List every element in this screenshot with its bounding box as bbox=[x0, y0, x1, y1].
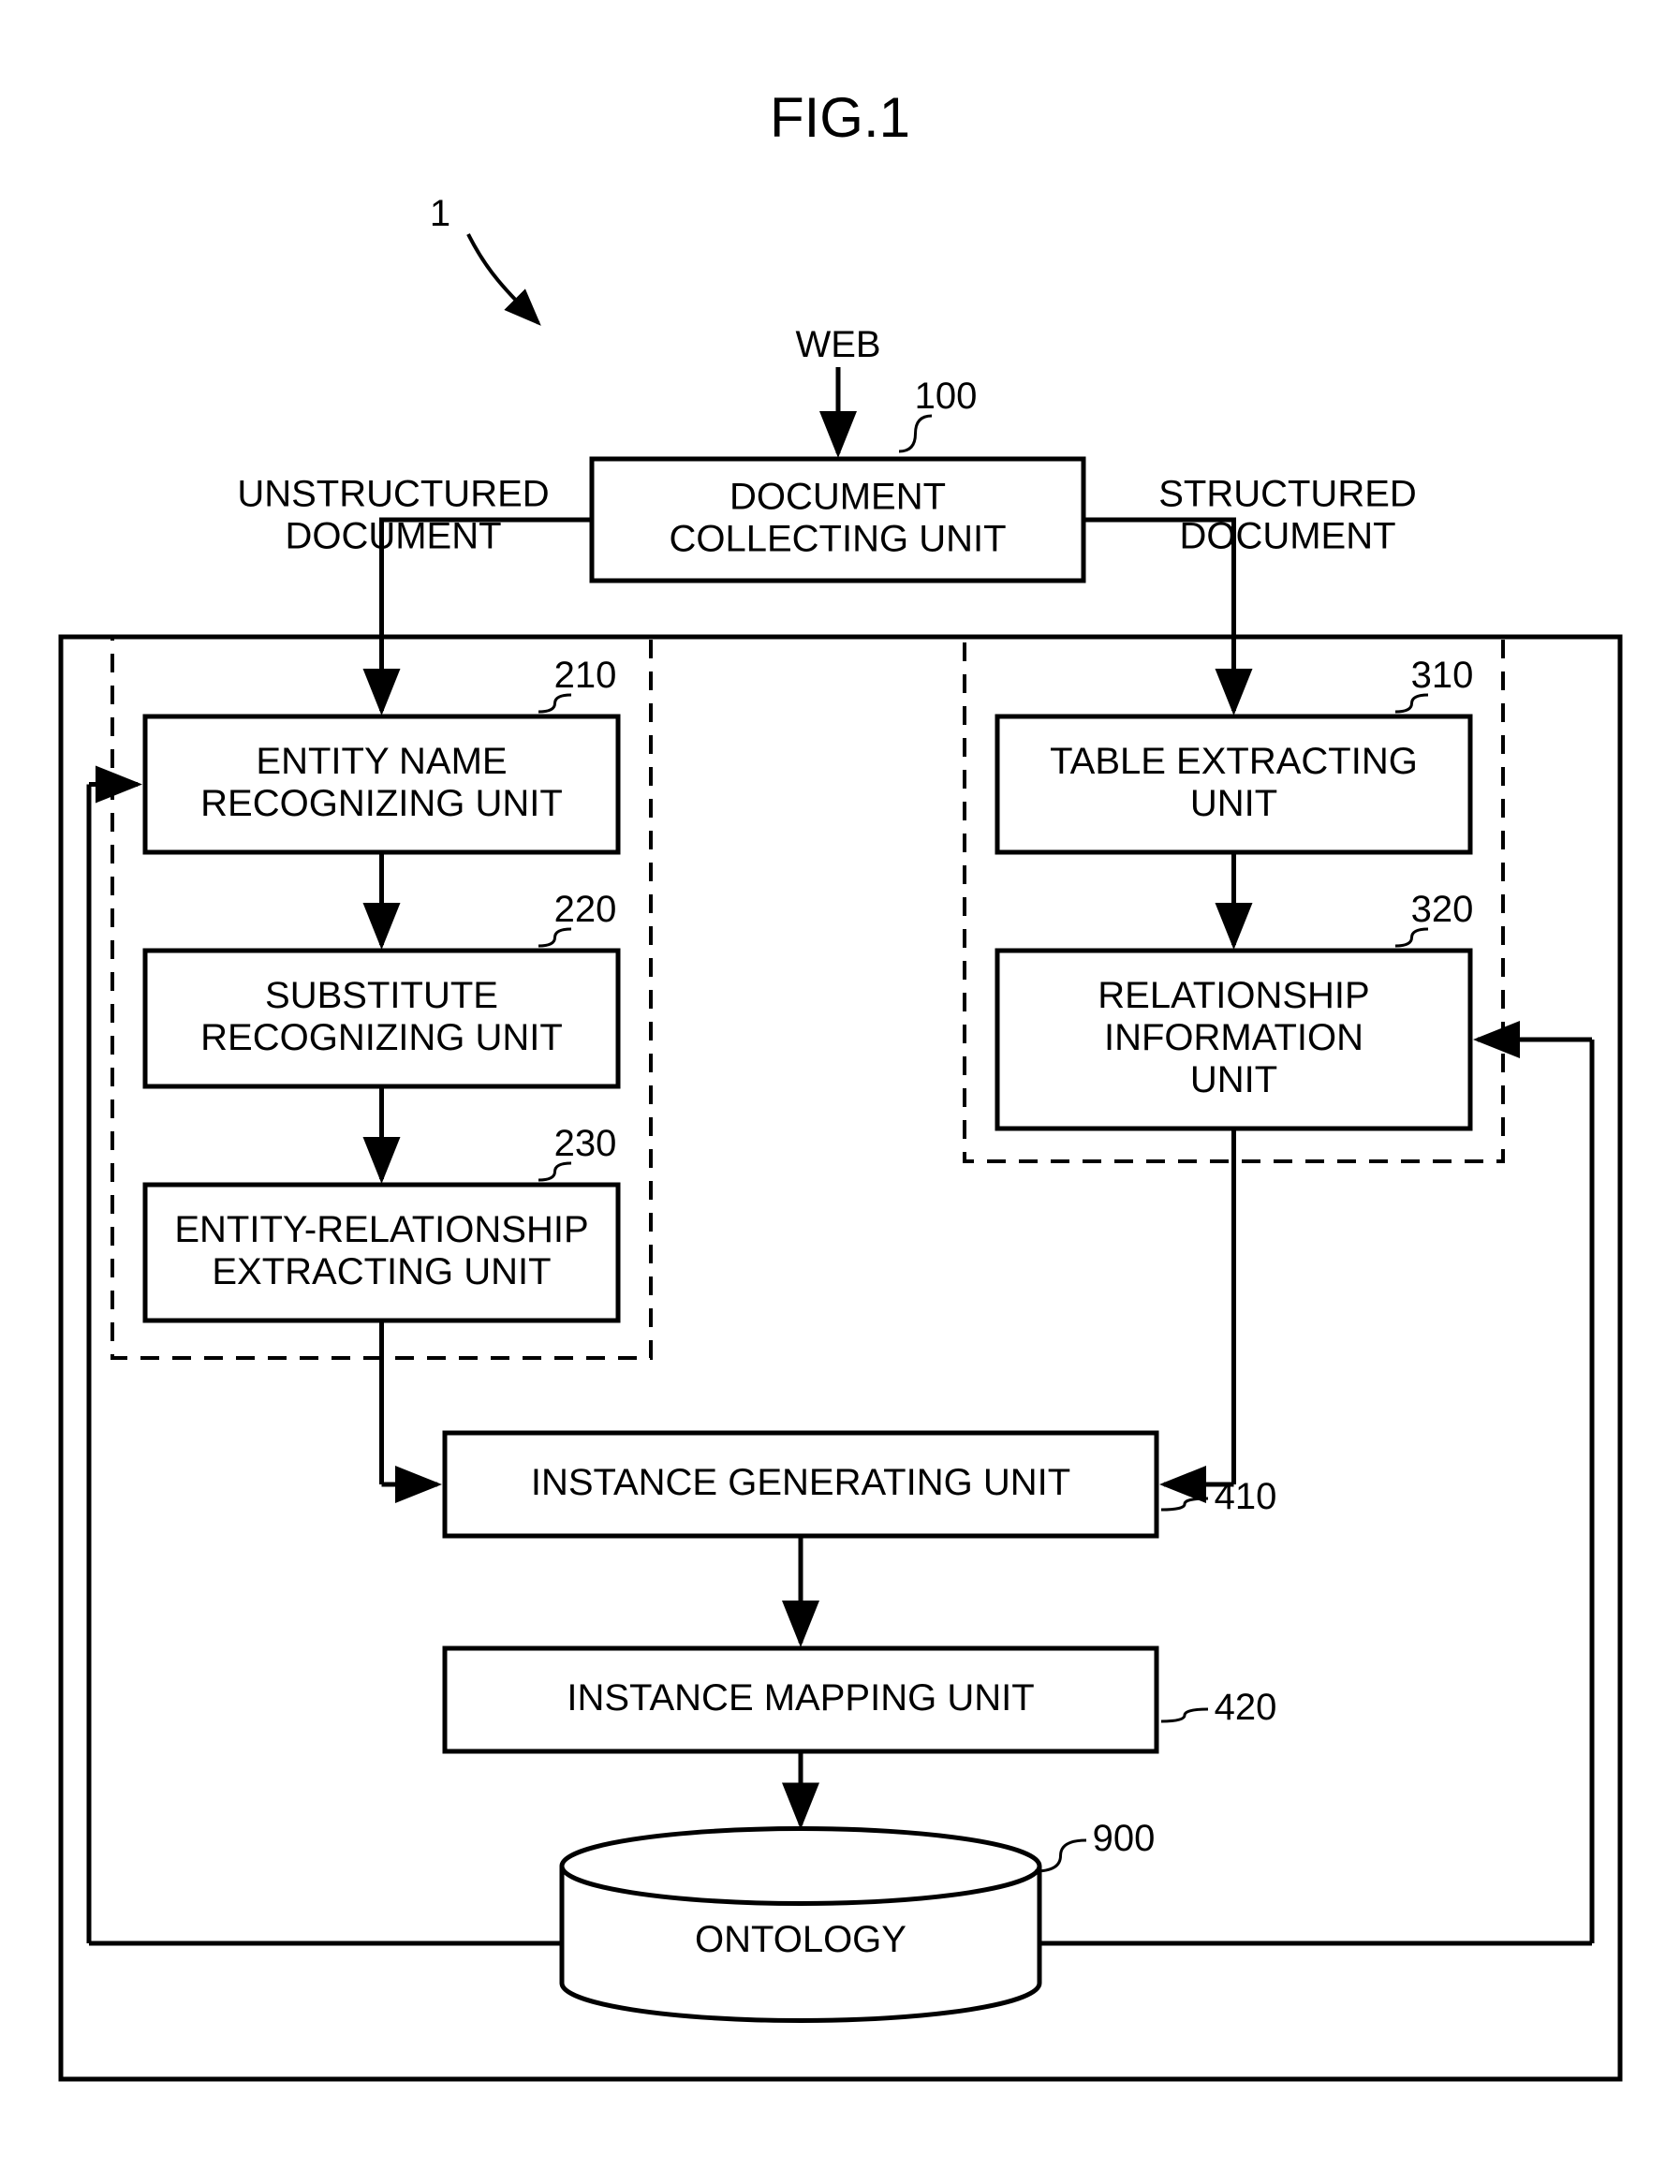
instance-mapping-unit-label: INSTANCE MAPPING UNIT bbox=[567, 1677, 1034, 1719]
hook-230 bbox=[538, 1163, 571, 1180]
ref-210: 210 bbox=[554, 655, 617, 696]
hook-900 bbox=[1035, 1840, 1086, 1871]
document-collecting-unit-label: DOCUMENTCOLLECTING UNIT bbox=[669, 476, 1006, 559]
figure-diagram: FIG.1 1 DOCUMENTCOLLECTING UNIT ENTITY NAME… bbox=[0, 0, 1680, 2184]
hook-320 bbox=[1395, 929, 1428, 946]
ref-410: 410 bbox=[1215, 1476, 1277, 1517]
label-web: WEB bbox=[795, 324, 880, 365]
hook-210 bbox=[538, 695, 571, 712]
hook-420 bbox=[1161, 1709, 1208, 1721]
hook-100 bbox=[899, 416, 932, 451]
hook-410 bbox=[1161, 1498, 1208, 1510]
ontology-cylinder-top bbox=[562, 1829, 1039, 1904]
entity-relationship-extracting-unit-label: ENTITY-RELATIONSHIPEXTRACTING UNIT bbox=[174, 1209, 588, 1292]
ref-310: 310 bbox=[1411, 655, 1474, 696]
ref-320: 320 bbox=[1411, 889, 1474, 930]
hook-220 bbox=[538, 929, 571, 946]
figure-title: FIG.1 bbox=[770, 86, 910, 149]
label-unstructured: UNSTRUCTUREDDOCUMENT bbox=[237, 473, 549, 556]
ref-420: 420 bbox=[1215, 1687, 1277, 1728]
label-structured: STRUCTUREDDOCUMENT bbox=[1158, 473, 1417, 556]
ref-230: 230 bbox=[554, 1123, 617, 1164]
substitute-recognizing-unit-label: SUBSTITUTERECOGNIZING UNIT bbox=[200, 975, 563, 1058]
relationship-information-unit-label: RELATIONSHIPINFORMATIONUNIT bbox=[1098, 975, 1369, 1100]
hook-310 bbox=[1395, 695, 1428, 712]
ref-marker-1: 1 bbox=[430, 193, 450, 234]
instance-generating-unit-label: INSTANCE GENERATING UNIT bbox=[531, 1462, 1070, 1503]
ref-1-arrow bbox=[468, 234, 538, 323]
entity-name-recognizing-unit-label: ENTITY NAMERECOGNIZING UNIT bbox=[200, 741, 563, 824]
ontology-label: ONTOLOGY bbox=[695, 1919, 906, 1960]
ref-220: 220 bbox=[554, 889, 617, 930]
table-extracting-unit-label: TABLE EXTRACTINGUNIT bbox=[1050, 741, 1418, 824]
ref-900: 900 bbox=[1093, 1818, 1156, 1859]
ref-100: 100 bbox=[915, 376, 978, 417]
